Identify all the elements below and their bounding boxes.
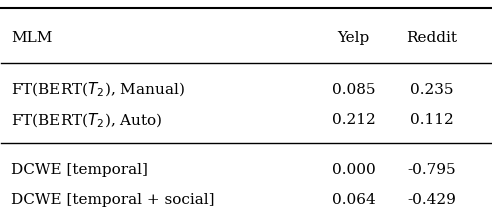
Text: 0.064: 0.064 — [332, 193, 375, 207]
Text: Yelp: Yelp — [338, 31, 370, 45]
Text: 0.000: 0.000 — [332, 163, 375, 177]
Text: 0.212: 0.212 — [332, 113, 375, 127]
Text: MLM: MLM — [11, 31, 53, 45]
Text: DCWE [temporal]: DCWE [temporal] — [11, 163, 148, 177]
Text: FT(BERT($T_2$), Auto): FT(BERT($T_2$), Auto) — [11, 111, 163, 130]
Text: -0.429: -0.429 — [407, 193, 457, 207]
Text: Reddit: Reddit — [406, 31, 458, 45]
Text: 0.112: 0.112 — [410, 113, 454, 127]
Text: DCWE [temporal + social]: DCWE [temporal + social] — [11, 193, 215, 207]
Text: 0.235: 0.235 — [410, 83, 454, 97]
Text: -0.795: -0.795 — [407, 163, 456, 177]
Text: FT(BERT($T_2$), Manual): FT(BERT($T_2$), Manual) — [11, 80, 185, 99]
Text: 0.085: 0.085 — [332, 83, 375, 97]
